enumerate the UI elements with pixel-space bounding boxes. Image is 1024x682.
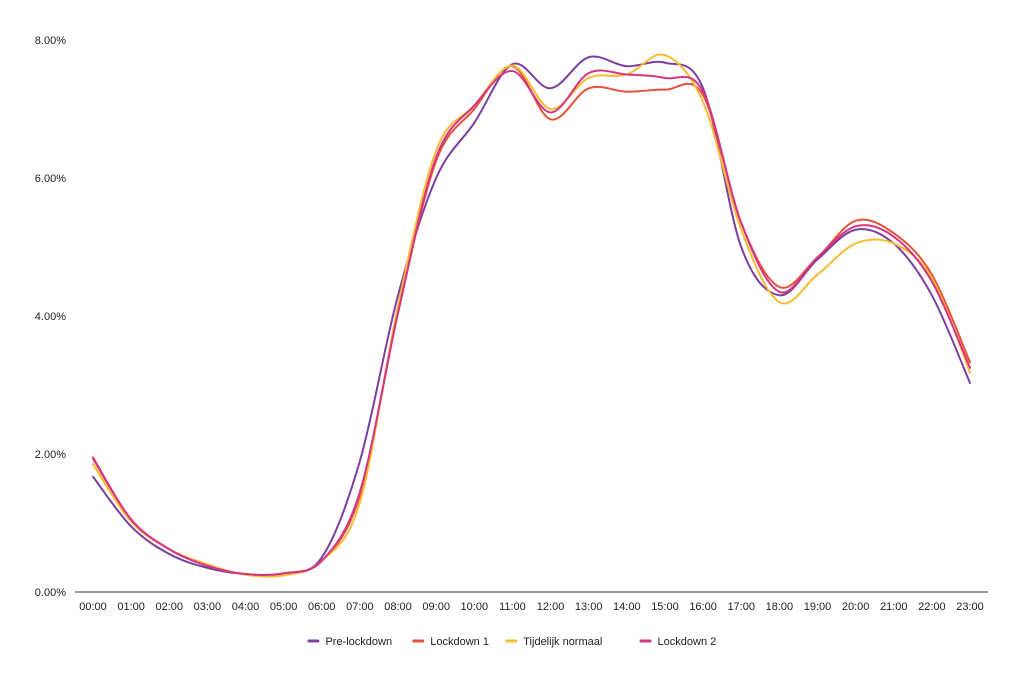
y-tick-label: 0.00% bbox=[35, 587, 66, 599]
x-tick-label: 20:00 bbox=[842, 601, 870, 613]
legend-label: Lockdown 2 bbox=[658, 636, 717, 648]
y-tick-label: 4.00% bbox=[35, 311, 66, 323]
x-tick-label: 23:00 bbox=[956, 601, 984, 613]
x-tick-label: 03:00 bbox=[194, 601, 222, 613]
x-tick-label: 09:00 bbox=[422, 601, 450, 613]
y-tick-label: 6.00% bbox=[35, 173, 66, 185]
x-tick-label: 18:00 bbox=[766, 601, 794, 613]
legend-item-lockdown-2[interactable]: Lockdown 2 bbox=[639, 636, 717, 648]
y-axis-tick-labels: 0.00% 2.00% 4.00% 6.00% 8.00% bbox=[35, 35, 66, 599]
x-tick-label: 06:00 bbox=[308, 601, 336, 613]
legend-swatch bbox=[412, 639, 425, 643]
legend: Pre-lockdown Lockdown 1 Tijdelijk normaal L… bbox=[307, 636, 716, 648]
x-tick-label: 02:00 bbox=[155, 601, 183, 613]
legend-swatch bbox=[505, 639, 518, 643]
legend-swatch bbox=[639, 639, 652, 643]
x-tick-label: 10:00 bbox=[461, 601, 489, 613]
y-tick-label: 8.00% bbox=[35, 35, 66, 47]
x-tick-label: 12:00 bbox=[537, 601, 565, 613]
series-lines bbox=[92, 53, 971, 578]
x-tick-label: 11:00 bbox=[499, 601, 526, 613]
x-tick-label: 00:00 bbox=[79, 601, 107, 613]
x-tick-label: 05:00 bbox=[270, 601, 298, 613]
x-tick-label: 15:00 bbox=[651, 601, 679, 613]
legend-label: Tijdelijk normaal bbox=[523, 636, 602, 648]
x-tick-label: 07:00 bbox=[346, 601, 374, 613]
x-tick-label: 17:00 bbox=[727, 601, 755, 613]
legend-label: Lockdown 1 bbox=[430, 636, 489, 648]
legend-swatch bbox=[307, 639, 320, 643]
x-tick-label: 22:00 bbox=[918, 601, 946, 613]
series-line-pre-lockdown bbox=[92, 55, 971, 577]
x-tick-label: 19:00 bbox=[804, 601, 832, 613]
legend-item-tijdelijk-normaal[interactable]: Tijdelijk normaal bbox=[505, 636, 602, 648]
x-tick-label: 21:00 bbox=[880, 601, 908, 613]
legend-label: Pre-lockdown bbox=[325, 636, 392, 648]
x-tick-label: 13:00 bbox=[575, 601, 603, 613]
x-tick-label: 16:00 bbox=[689, 601, 717, 613]
legend-item-lockdown-1[interactable]: Lockdown 1 bbox=[412, 636, 489, 648]
x-tick-label: 04:00 bbox=[232, 601, 260, 613]
y-tick-label: 2.00% bbox=[35, 449, 66, 461]
legend-item-pre-lockdown[interactable]: Pre-lockdown bbox=[307, 636, 392, 648]
x-tick-label: 01:00 bbox=[117, 601, 145, 613]
x-tick-label: 08:00 bbox=[384, 601, 412, 613]
x-tick-label: 14:00 bbox=[613, 601, 641, 613]
series-line-tijdelijk-normaal bbox=[92, 53, 971, 578]
series-line-lockdown-2 bbox=[92, 69, 971, 577]
x-axis-tick-labels: 00:00 01:00 02:00 03:00 04:00 05:00 06:00 07:00… bbox=[79, 601, 984, 613]
series-line-lockdown-1 bbox=[92, 65, 971, 577]
